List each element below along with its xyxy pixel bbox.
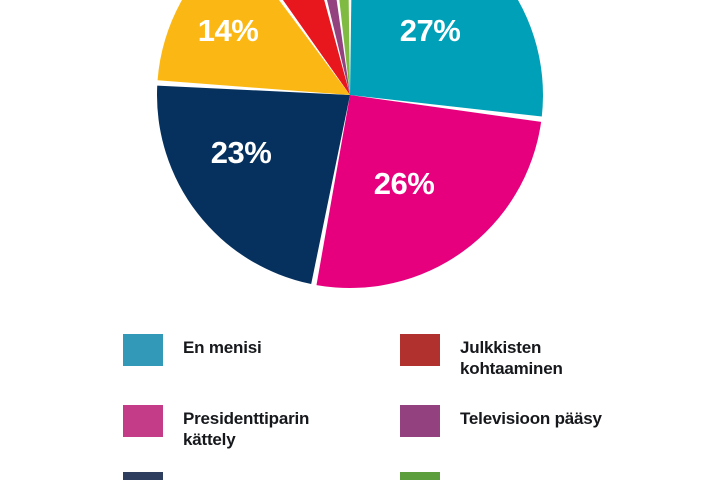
legend-item-label: En menisi xyxy=(183,338,262,357)
pie-slice[interactable] xyxy=(328,0,350,95)
pie-slice-value-label: 26% xyxy=(374,166,435,201)
pie-label-group: 27% 26% 23% 14% xyxy=(198,13,461,201)
pie-slice-value-label: 27% xyxy=(400,13,461,48)
pie-slice[interactable] xyxy=(239,0,350,95)
pie-slice[interactable] xyxy=(157,0,350,95)
legend-item[interactable] xyxy=(123,472,163,480)
pie-slice-value-label: 14% xyxy=(198,13,259,48)
legend-item-label: Julkkisten kohtaaminen xyxy=(460,338,563,378)
pie-slice-group xyxy=(157,0,543,288)
legend-item[interactable]: En menisi xyxy=(123,334,262,366)
legend-color-swatch xyxy=(123,472,163,480)
legend-color-swatch xyxy=(123,334,163,366)
legend-item-label: Presidenttiparin kättely xyxy=(183,409,310,449)
legend-item[interactable]: Julkkisten kohtaaminen xyxy=(400,334,563,379)
pie-slice[interactable] xyxy=(157,85,350,285)
legend-item[interactable] xyxy=(400,472,440,480)
legend-color-swatch xyxy=(400,405,440,437)
pie-slice[interactable] xyxy=(316,95,542,288)
pie-slice-value-label: 23% xyxy=(211,135,272,170)
legend-color-swatch xyxy=(400,472,440,480)
legend-item[interactable]: Presidenttiparin kättely xyxy=(123,405,309,450)
legend-color-swatch xyxy=(400,334,440,366)
legend-item[interactable]: Televisioon pääsy xyxy=(400,405,602,437)
legend-item-label: Televisioon pääsy xyxy=(460,409,602,428)
pie-slice[interactable] xyxy=(350,0,543,117)
pie-chart-figure: 27% 26% 23% 14% xyxy=(157,0,543,288)
pie-slice[interactable] xyxy=(305,0,350,95)
legend-color-swatch xyxy=(123,405,163,437)
pie-chart-svg: 27% 26% 23% 14% xyxy=(157,0,543,288)
